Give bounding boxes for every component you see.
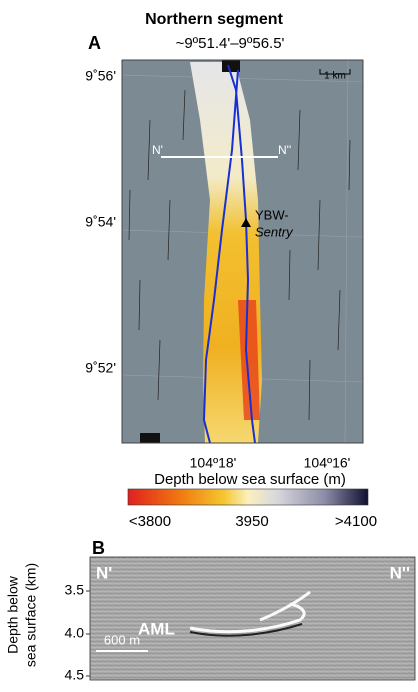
- latitude-label: 9˚56': [85, 68, 116, 84]
- site-marker: [241, 218, 251, 227]
- deep-patch: [140, 433, 160, 443]
- site-label: Sentry: [255, 224, 294, 239]
- scale-bar-label: 1 km: [324, 71, 346, 82]
- seismic-section: [90, 557, 415, 680]
- longitude-label: 104º16': [304, 455, 351, 471]
- site-label: YBW-: [255, 207, 289, 222]
- latitude-label: 9˚54': [85, 214, 116, 230]
- y-ticks: [86, 590, 90, 677]
- panel-subtitle: ~9º51.4'–9º56.5': [176, 35, 285, 52]
- axial-trough-outline: [202, 64, 256, 444]
- section-frame: [89, 556, 416, 681]
- aml-reflector-shadow: [189, 623, 303, 637]
- y-axis-label: Depth below: [5, 575, 21, 654]
- deep-patch: [222, 60, 240, 72]
- y-axis-label: sea surface (km): [23, 563, 39, 667]
- y-tick-label: 4.0: [65, 625, 85, 641]
- section-end-label: N'': [390, 563, 410, 582]
- scale-bar-label: 600 m: [104, 632, 140, 647]
- aml-reflector: [189, 590, 311, 634]
- colorbar-title: Depth below sea surface (m): [154, 471, 346, 488]
- y-tick-label: 3.5: [65, 582, 85, 598]
- panel-label: B: [92, 538, 105, 558]
- deep-zone: [238, 300, 260, 420]
- transect-start: N': [152, 143, 163, 157]
- transect-end: N'': [278, 143, 291, 157]
- colorbar-tick-label: 3950: [235, 513, 268, 530]
- feature-label: AML: [138, 619, 175, 638]
- y-tick-label: 4.5: [65, 667, 85, 683]
- latitude-label: 9˚52': [85, 360, 116, 376]
- colorbar: [127, 488, 369, 506]
- panel-label: A: [88, 33, 101, 53]
- longitude-label: 104º18': [190, 455, 237, 471]
- map-frame: [121, 59, 364, 444]
- colorbar-tick-label: >4100: [335, 513, 377, 530]
- seafloor-fabric: [128, 89, 351, 421]
- section-end-label: N': [96, 563, 112, 582]
- colorbar-tick-label: <3800: [129, 513, 171, 530]
- scale-bar: [319, 69, 351, 75]
- panel-title: Northern segment: [145, 11, 283, 28]
